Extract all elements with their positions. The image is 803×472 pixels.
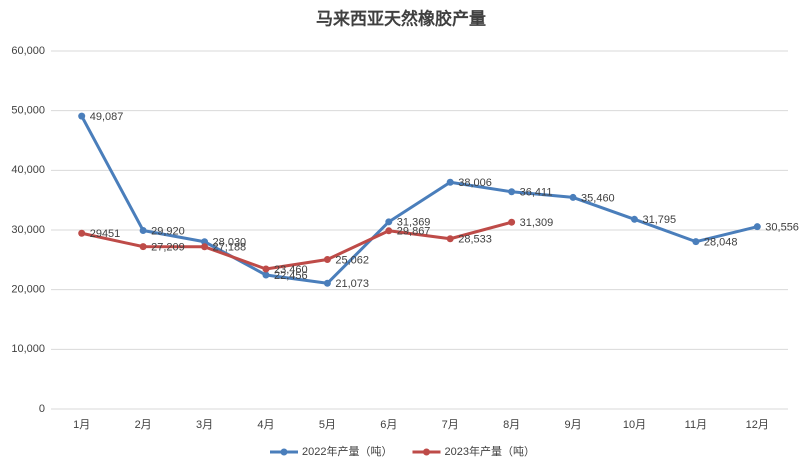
data-label: 29,920 — [151, 225, 185, 237]
y-tick-label: 60,000 — [11, 45, 45, 57]
x-tick-label: 5月 — [319, 419, 336, 431]
x-tick-label: 9月 — [564, 419, 581, 431]
legend-marker — [280, 448, 288, 456]
data-point — [508, 188, 516, 196]
x-tick-label: 2月 — [135, 419, 152, 431]
data-label: 28,048 — [704, 237, 738, 249]
data-label: 23,460 — [274, 264, 308, 276]
data-point — [385, 227, 393, 235]
data-label: 29451 — [90, 228, 121, 240]
x-tick-label: 10月 — [623, 419, 646, 431]
x-tick-label: 8月 — [503, 419, 520, 431]
x-tick-label: 7月 — [442, 419, 459, 431]
x-tick-label: 3月 — [196, 419, 213, 431]
y-tick-label: 10,000 — [11, 343, 45, 355]
data-label: 38,006 — [458, 177, 492, 189]
data-point — [692, 238, 700, 246]
data-label: 30,556 — [765, 222, 799, 234]
data-label: 22,456 — [274, 270, 308, 282]
data-point — [78, 112, 86, 120]
data-point — [385, 218, 393, 226]
data-label: 49,087 — [90, 111, 124, 123]
legend-marker — [422, 448, 430, 456]
data-label: 25,062 — [335, 254, 369, 266]
data-point — [201, 243, 209, 251]
x-tick-label: 4月 — [257, 419, 274, 431]
data-point — [323, 279, 331, 287]
data-point — [446, 235, 454, 243]
data-label: 28,030 — [213, 237, 247, 249]
data-point — [262, 265, 270, 273]
x-tick-label: 1月 — [73, 419, 90, 431]
data-label: 31,309 — [520, 217, 554, 229]
y-tick-label: 50,000 — [11, 105, 45, 117]
x-tick-label: 6月 — [380, 419, 397, 431]
data-point — [139, 226, 147, 234]
data-label: 27,209 — [151, 242, 185, 254]
x-tick-label: 12月 — [746, 419, 769, 431]
y-tick-label: 20,000 — [11, 284, 45, 296]
data-point — [446, 178, 454, 186]
data-label: 35,460 — [581, 192, 615, 204]
data-point — [323, 255, 331, 263]
data-label: 31,795 — [642, 214, 676, 226]
data-point — [753, 223, 761, 231]
chart-title: 马来西亚天然橡胶产量 — [316, 8, 486, 28]
data-point — [630, 215, 638, 223]
data-label: 36,411 — [520, 187, 553, 199]
data-point — [201, 238, 209, 246]
y-tick-label: 40,000 — [11, 164, 45, 176]
data-point — [508, 218, 516, 226]
legend-label: 2023年产量（吨） — [444, 444, 534, 458]
data-label: 28,533 — [458, 234, 492, 246]
data-label: 29,867 — [397, 226, 431, 238]
data-label: 21,073 — [335, 278, 369, 290]
x-tick-label: 11月 — [685, 419, 707, 431]
data-point — [569, 193, 577, 201]
legend-label: 2022年产量（吨） — [302, 444, 392, 458]
data-point — [262, 271, 270, 279]
data-point — [78, 229, 86, 237]
data-label: 27,188 — [213, 242, 247, 254]
data-point — [139, 243, 147, 251]
series-line — [81, 220, 513, 271]
y-tick-label: 30,000 — [11, 224, 45, 236]
series-line — [80, 115, 758, 285]
data-label: 31,369 — [397, 217, 431, 229]
y-tick-label: 0 — [39, 403, 45, 415]
